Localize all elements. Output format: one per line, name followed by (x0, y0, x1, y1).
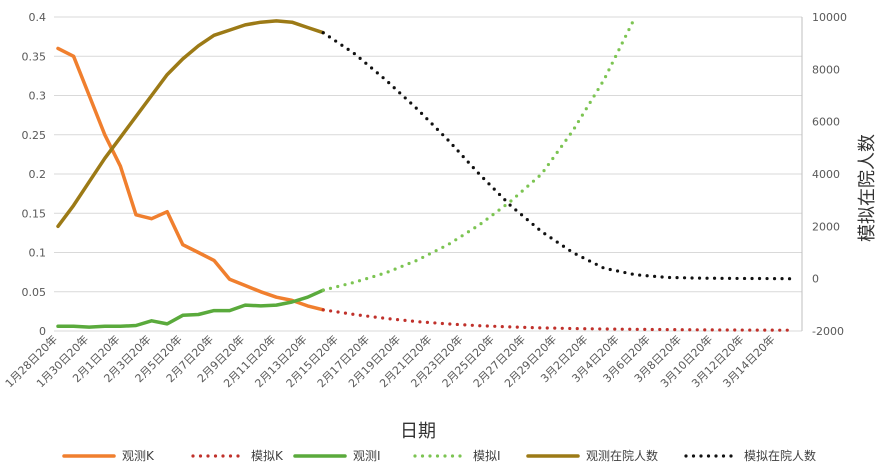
left-tick-label: 0.3 (29, 90, 47, 103)
left-tick-label: 0.05 (22, 286, 47, 299)
series-lines (56, 15, 793, 332)
legend: 观测K 模拟K 观测I 模拟I 观测在院人数 模拟在院人数 (62, 448, 816, 463)
right-tick-label: 4000 (812, 168, 840, 181)
legend-label: 观测I (353, 449, 381, 463)
left-tick-label: 0.2 (29, 168, 47, 181)
legend-label: 观测K (122, 449, 155, 463)
series-line (321, 15, 637, 292)
series-line (56, 288, 325, 329)
left-tick-label: 0.25 (22, 129, 47, 142)
series-line (321, 308, 793, 332)
right-axis-label: 模拟在院人数 (857, 134, 878, 242)
left-tick-label: 0.1 (29, 247, 47, 260)
left-tick-label: 0.4 (29, 11, 47, 24)
right-tick-label: -2000 (812, 325, 844, 338)
left-tick-label: 0.15 (22, 207, 47, 220)
series-line (56, 46, 325, 312)
left-tick-label: 0 (39, 325, 46, 338)
legend-label: 模拟在院人数 (744, 448, 816, 463)
legend-label: 模拟I (473, 449, 501, 463)
x-axis-label: 日期 (400, 421, 436, 442)
gridlines (54, 16, 802, 332)
right-tick-label: 6000 (812, 116, 840, 129)
left-tick-label: 0.35 (22, 50, 47, 63)
series-line (321, 31, 793, 281)
right-tick-label: 10000 (812, 11, 847, 24)
right-tick-label: 0 (812, 273, 819, 286)
series-line (56, 19, 325, 229)
right-tick-label: 2000 (812, 220, 840, 233)
axes: 0.4 0.35 0.3 0.25 0.2 0.15 0.1 0.05 0 10000 8000 60… (2, 11, 847, 390)
right-tick-label: 8000 (812, 63, 840, 76)
legend-label: 观测在院人数 (586, 448, 658, 463)
legend-label: 模拟K (251, 449, 284, 463)
